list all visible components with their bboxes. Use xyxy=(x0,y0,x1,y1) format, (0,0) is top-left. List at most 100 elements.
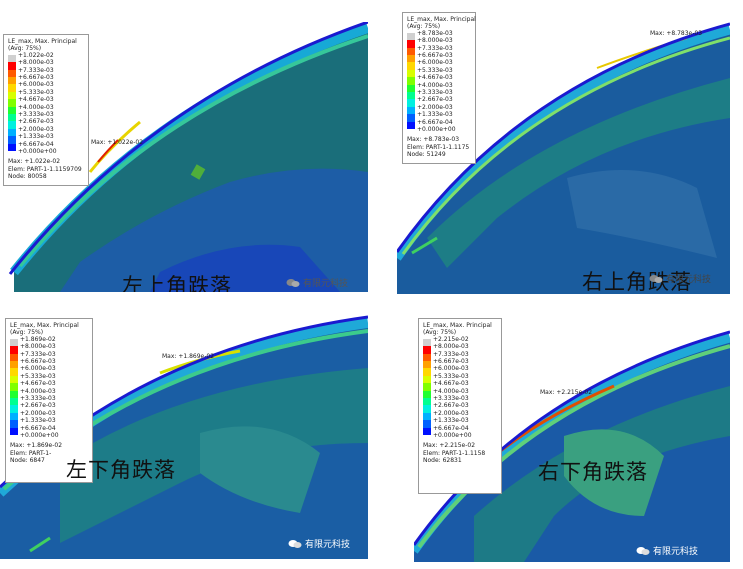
legend-value: +7.333e-03 xyxy=(417,44,453,52)
legend-value: +5.333e-03 xyxy=(18,88,54,96)
legend-value: +2.667e-03 xyxy=(18,118,54,126)
legend-scale: +1.022e-02 +8.000e-03 +7.333e-03 +6.667e-03… xyxy=(8,52,84,155)
legend-value: +6.000e-03 xyxy=(20,365,56,373)
legend-value: +1.869e-02 xyxy=(20,335,56,343)
watermark: 有限元科技 xyxy=(286,276,348,289)
legend-value: +6.000e-03 xyxy=(417,59,453,67)
legend-value: +7.333e-03 xyxy=(20,350,56,358)
legend-value: +2.215e-02 xyxy=(433,335,469,343)
legend-value: +2.667e-03 xyxy=(417,96,453,104)
legend-value: +7.333e-03 xyxy=(433,350,469,358)
legend-value: +5.333e-03 xyxy=(433,372,469,380)
legend-value: +2.000e-03 xyxy=(433,409,469,417)
legend-value: +8.000e-03 xyxy=(417,37,453,45)
legend-max: Max: +8.783e-03 xyxy=(407,136,460,144)
legend-swatch xyxy=(10,360,18,369)
legend-swatch xyxy=(10,375,18,384)
legend-value: +2.000e-03 xyxy=(18,125,54,133)
legend-value: +0.000e+00 xyxy=(417,125,456,133)
legend-swatch xyxy=(423,338,431,347)
watermark-text: 有限元科技 xyxy=(303,279,349,289)
legend-swatch xyxy=(8,54,16,63)
legend-value: +2.667e-03 xyxy=(433,402,469,410)
legend-value: +4.000e-03 xyxy=(433,387,469,395)
legend-swatch xyxy=(8,136,16,144)
legend-title: LE_max, Max. Principal xyxy=(423,322,492,329)
panel-caption: 右上角跌落 xyxy=(582,270,692,294)
legend-swatch xyxy=(407,40,415,48)
legend-swatch xyxy=(407,62,415,70)
legend-elem: Elem: PART-1-1.1175 xyxy=(407,143,470,151)
legend-swatch xyxy=(10,427,18,435)
legend-value: +1.333e-03 xyxy=(20,417,56,425)
legend-swatch xyxy=(10,397,18,406)
legend-value: +2.000e-03 xyxy=(417,103,453,111)
watermark: 有限元科技 xyxy=(636,544,698,557)
watermark: 有限元科技 xyxy=(288,537,350,550)
legend-swatch xyxy=(423,353,431,361)
legend-swatch xyxy=(407,54,415,63)
legend-avg: (Avg: 75%) xyxy=(407,23,441,31)
legend-values: +2.215e-02 +8.000e-03 +7.333e-03 +6.667e-03… xyxy=(433,335,472,439)
legend-elem: Elem: PART-1-1.1158 xyxy=(423,449,486,457)
legend-swatches xyxy=(10,338,18,439)
legend-swatch xyxy=(8,113,16,122)
legend-scale: +2.215e-02 +8.000e-03 +7.333e-03 +6.667e-03… xyxy=(423,335,497,439)
legend-swatch xyxy=(8,84,16,92)
wechat-icon xyxy=(286,278,300,287)
legend-value: +6.667e-03 xyxy=(417,51,453,59)
legend-swatch xyxy=(407,99,415,107)
watermark-text: 有限元科技 xyxy=(666,275,712,285)
legend-swatch xyxy=(423,420,431,428)
legend-avg: (Avg: 75%) xyxy=(423,329,457,337)
contour-panel-top-right: LE_max, Max. Principal (Avg: 75%) +8.783… xyxy=(397,8,730,294)
contour-legend: LE_max, Max. Principal (Avg: 75%) +2.215… xyxy=(418,318,502,494)
legend-swatch xyxy=(423,368,431,376)
legend-swatch xyxy=(10,353,18,361)
legend-swatch xyxy=(407,69,415,78)
legend-swatch xyxy=(423,346,431,354)
legend-max: Max: +1.022e-02 xyxy=(8,158,61,166)
legend-scale: +1.869e-02 +8.000e-03 +7.333e-03 +6.667e-03… xyxy=(10,335,88,439)
legend-value: +8.000e-03 xyxy=(18,59,54,67)
contour-legend: LE_max, Max. Principal (Avg: 75%) +8.783… xyxy=(402,12,476,164)
legend-value: +8.783e-03 xyxy=(417,29,453,37)
legend-swatch xyxy=(407,114,415,122)
legend-swatch xyxy=(10,420,18,428)
legend-value: +6.667e-04 xyxy=(18,140,54,148)
legend-elem: Elem: PART-1-1.1159709 xyxy=(8,165,82,173)
legend-value: +5.333e-03 xyxy=(417,66,453,74)
legend-swatch xyxy=(8,128,16,137)
legend-swatch xyxy=(407,32,415,41)
legend-title: LE_max, Max. Principal xyxy=(10,322,79,329)
max-marker-label: Max: +1.022e-02 xyxy=(91,139,144,146)
legend-swatch xyxy=(10,390,18,398)
legend-swatches xyxy=(423,338,431,439)
legend-value: +2.000e-03 xyxy=(20,409,56,417)
legend-value: +6.667e-03 xyxy=(433,357,469,365)
legend-value: +8.000e-03 xyxy=(433,343,469,351)
max-marker-label: Max: +1.869e-02 xyxy=(162,353,215,360)
legend-value: +3.333e-03 xyxy=(18,110,54,118)
contour-plot-image xyxy=(0,313,368,559)
max-marker-label: Max: +8.783e-03 xyxy=(650,30,703,37)
legend-swatch xyxy=(423,390,431,398)
legend-swatch xyxy=(423,427,431,435)
legend-swatch xyxy=(423,375,431,384)
legend-value: +6.667e-04 xyxy=(417,118,453,126)
legend-value: +4.667e-03 xyxy=(20,380,56,388)
contour-panel-top-left: LE_max, Max. Principal (Avg: 75%) +1.022… xyxy=(0,22,368,292)
contour-plot-image xyxy=(397,8,730,294)
legend-avg: (Avg: 75%) xyxy=(10,329,44,337)
contour-panel-bottom-right: LE_max, Max. Principal (Avg: 75%) +2.215… xyxy=(414,316,730,562)
legend-swatch xyxy=(423,360,431,369)
legend-swatch xyxy=(8,69,16,77)
legend-value: +5.333e-03 xyxy=(20,372,56,380)
legend-value: +0.000e+00 xyxy=(433,431,472,439)
legend-value: +4.000e-03 xyxy=(20,387,56,395)
legend-swatch xyxy=(8,99,16,107)
legend-value: +1.333e-03 xyxy=(433,417,469,425)
legend-swatch xyxy=(423,397,431,406)
legend-swatch xyxy=(407,84,415,92)
legend-max: Max: +2.215e-02 xyxy=(423,442,476,450)
